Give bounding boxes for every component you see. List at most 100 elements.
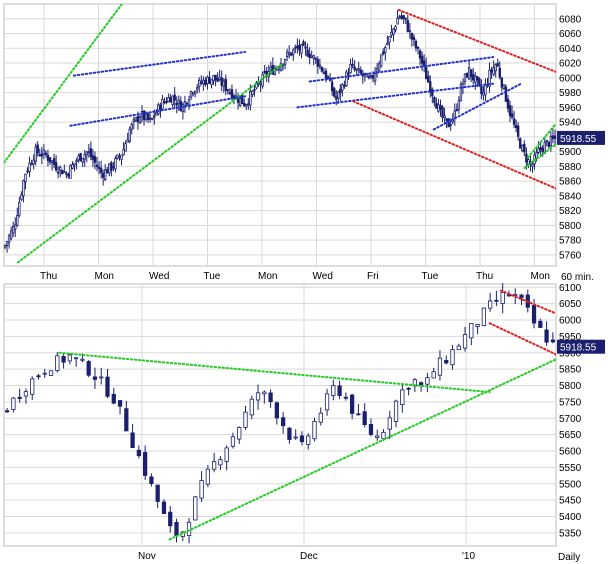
candle-body-down	[136, 115, 140, 123]
candle-body-up	[155, 112, 158, 116]
candle-body-up	[69, 165, 72, 179]
candle-body-up	[85, 151, 89, 156]
candle-body-up	[381, 431, 386, 440]
candle-body-down	[36, 375, 41, 378]
candle-body-up	[456, 345, 461, 351]
y-tick-label: 5750	[559, 397, 582, 408]
candle-body-up	[48, 370, 54, 376]
trendline-red	[352, 100, 556, 190]
candle-body-down	[478, 78, 481, 86]
candle-body-up	[104, 169, 107, 180]
candle-body-down	[61, 356, 66, 363]
candle-body-down	[153, 115, 156, 118]
x-tick-label: Mon	[531, 271, 550, 282]
candle-body-up	[283, 59, 287, 65]
intraday-chart-panel: 5760578058005820584058605880590059205940…	[3, 3, 605, 282]
y-tick-label: 5760	[559, 250, 582, 261]
candle-body-up	[306, 435, 311, 445]
candle-body-up	[279, 63, 283, 71]
candle-body-up	[59, 166, 62, 171]
candle-body-down	[97, 167, 101, 169]
candle-body-up	[63, 171, 66, 173]
candle-body-up	[459, 83, 463, 102]
candle-body-up	[494, 64, 497, 72]
candle-body-down	[110, 162, 113, 171]
candle-body-up	[537, 148, 540, 153]
candle-body-up	[122, 149, 125, 156]
candle-body-up	[475, 324, 480, 327]
y-tick-label: 5940	[559, 118, 582, 129]
candle-body-up	[318, 412, 323, 423]
candle-body-up	[55, 355, 60, 371]
candle-body-down	[420, 55, 424, 64]
candle-body-up	[124, 143, 127, 152]
candle-body-up	[30, 163, 33, 166]
candle-body-up	[20, 194, 23, 200]
x-tick-label: Wed	[149, 271, 169, 282]
candle-body-up	[167, 97, 170, 102]
candle-body-up	[388, 36, 391, 43]
y-tick-label: 6040	[559, 44, 582, 55]
candle-body-down	[339, 88, 342, 94]
trendline-blue	[432, 82, 523, 131]
candle-body-down	[465, 72, 469, 78]
candle-body-up	[437, 104, 440, 112]
candle-body-down	[86, 361, 91, 376]
candle-body-up	[77, 155, 80, 161]
candle-body-up	[22, 180, 25, 197]
candle-body-up	[99, 376, 104, 379]
candle-body-down	[351, 63, 354, 66]
candle-body-down	[347, 72, 350, 75]
last-value-badge	[557, 339, 605, 354]
candle-body-up	[457, 100, 461, 110]
candle-body-down	[538, 320, 543, 328]
candle-body-up	[32, 159, 35, 165]
candle-body-down	[175, 102, 178, 106]
candle-body-up	[134, 117, 138, 121]
candle-body-down	[335, 96, 338, 100]
x-tick-label: Mon	[258, 271, 277, 282]
candle-body-up	[237, 427, 242, 440]
candle-body-down	[326, 76, 330, 79]
candle-body-down	[185, 102, 189, 105]
trendline-red	[499, 289, 556, 315]
last-value-badge	[557, 130, 605, 145]
candle-body-up	[71, 164, 74, 169]
candle-body-down	[516, 125, 520, 137]
candle-body-up	[108, 163, 111, 174]
trendline-group	[4, 4, 556, 264]
y-tick-label: 6000	[559, 316, 582, 327]
daily-timeframe-label: Daily	[558, 552, 580, 563]
candle-body-up	[531, 164, 534, 167]
y-tick-label: 5950	[559, 332, 582, 343]
candle-body-up	[138, 117, 142, 124]
candle-body-up	[398, 16, 401, 19]
candle-body-up	[34, 146, 37, 162]
candle-body-down	[92, 376, 98, 380]
y-tick-label: 5780	[559, 236, 582, 247]
candle-body-up	[314, 58, 317, 60]
last-value-text: 5918.55	[560, 134, 597, 145]
candle-body-down	[433, 97, 436, 103]
candle-body-down	[404, 17, 407, 20]
candle-body-down	[416, 47, 420, 49]
y-tick-label: 5800	[559, 221, 582, 232]
y-tick-label: 6080	[559, 14, 582, 25]
candle-body-up	[83, 154, 86, 160]
intraday-timeframe-label: 60 min.	[561, 272, 594, 283]
y-tick-label: 5820	[559, 206, 582, 217]
candle-body-down	[89, 148, 93, 158]
candle-body-down	[512, 118, 516, 125]
candle-body-down	[547, 141, 551, 147]
x-tick-label: Nov	[138, 551, 156, 562]
candle-body-down	[52, 158, 56, 165]
candle-body-down	[48, 157, 52, 163]
candle-body-down	[412, 36, 416, 40]
candle-body-up	[28, 162, 31, 173]
candle-body-down	[445, 118, 448, 121]
x-tick-label: Tue	[204, 271, 221, 282]
candle-body-down	[308, 53, 311, 59]
candle-body-down	[510, 113, 514, 118]
candle-body-down	[274, 402, 279, 419]
candle-body-down	[168, 511, 173, 527]
